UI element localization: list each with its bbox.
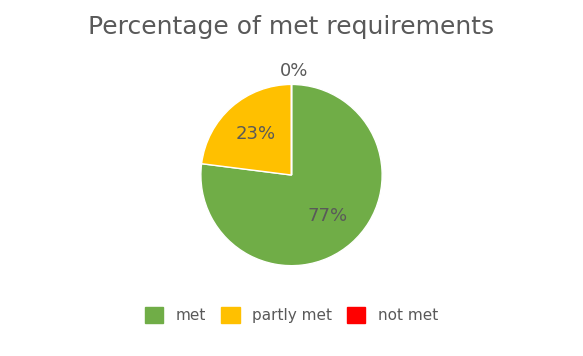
Wedge shape (201, 84, 382, 266)
Legend: met, partly met, not met: met, partly met, not met (138, 299, 445, 330)
Wedge shape (202, 84, 292, 175)
Title: Percentage of met requirements: Percentage of met requirements (89, 15, 494, 39)
Text: 77%: 77% (307, 207, 347, 225)
Text: 23%: 23% (236, 125, 276, 143)
Text: 0%: 0% (280, 62, 308, 80)
